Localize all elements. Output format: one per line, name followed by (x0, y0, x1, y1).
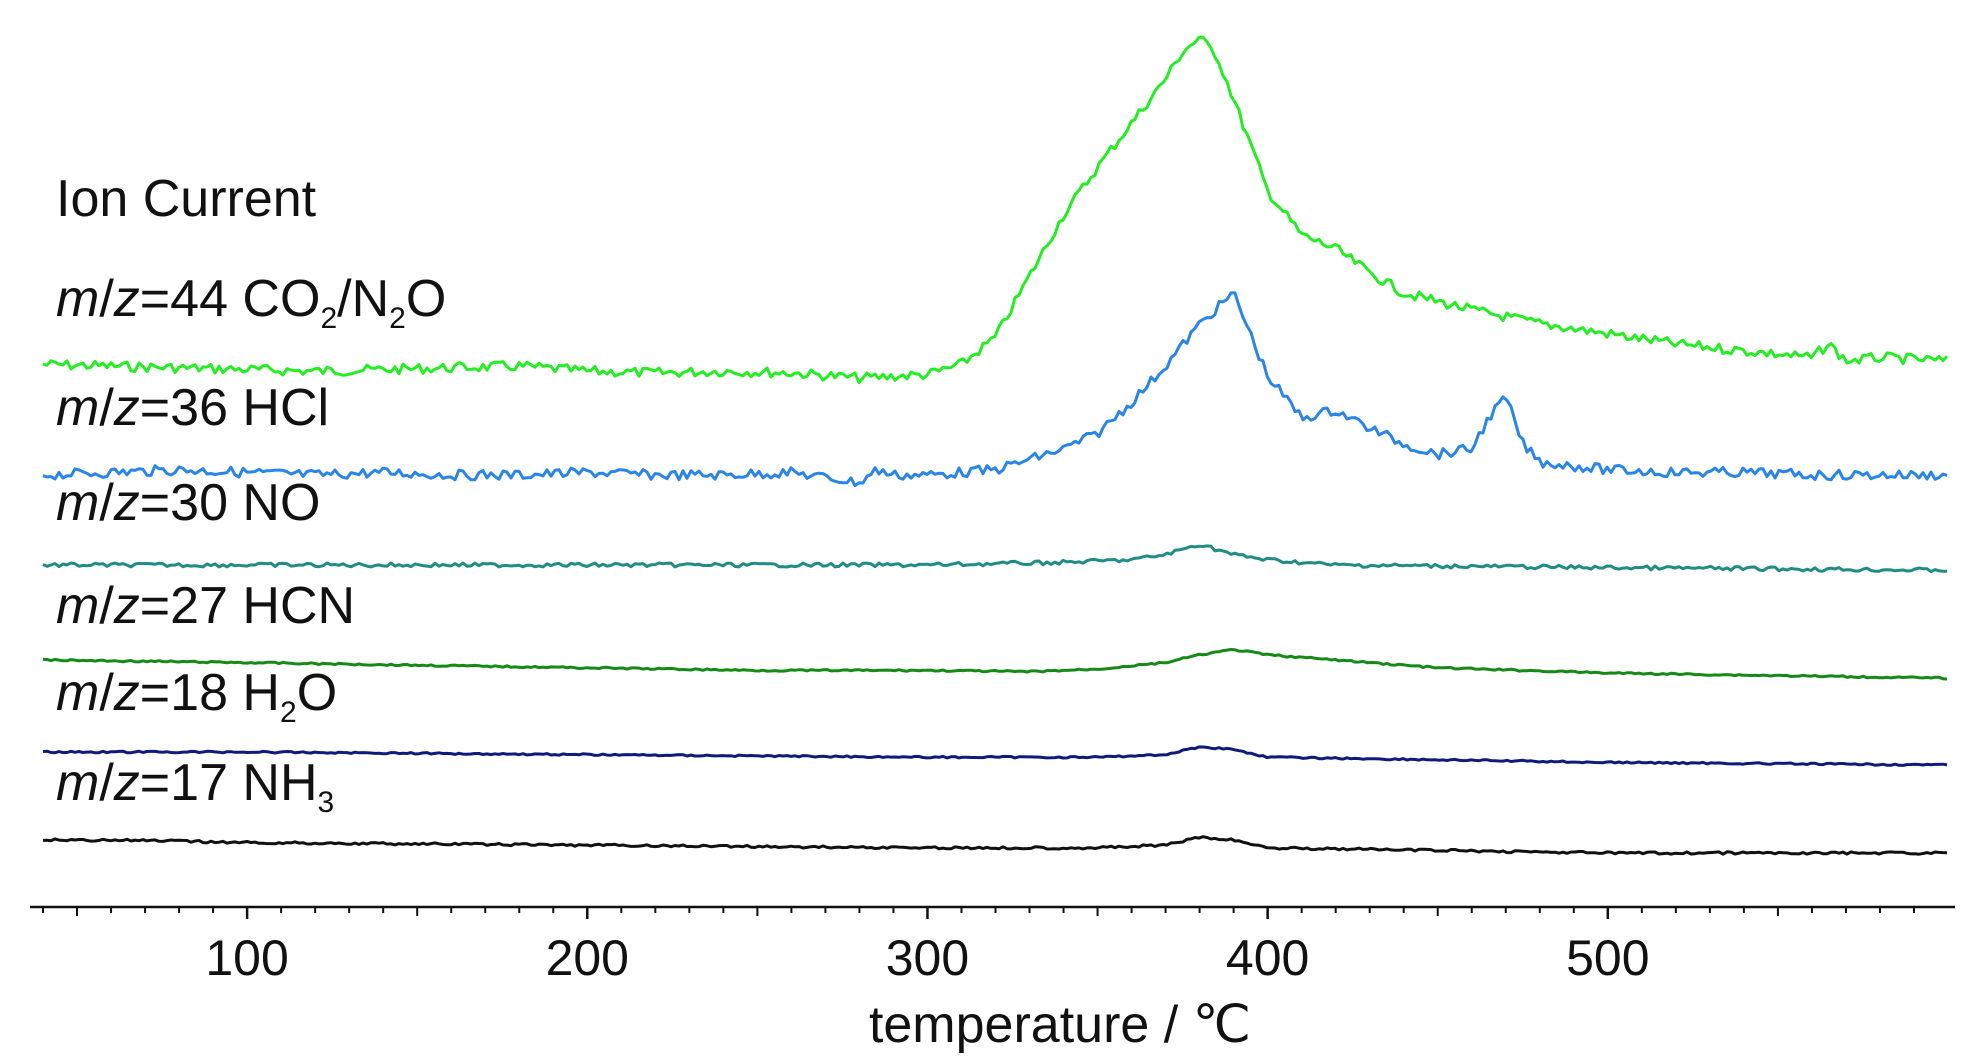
series-label-2: m/z=30 NO (56, 474, 320, 532)
x-tick-label-400: 400 (1226, 930, 1309, 986)
series-line-5 (42, 835, 1948, 856)
x-tick-label-100: 100 (205, 930, 288, 986)
series-label-0: m/z=44 CO2/N2O (56, 270, 446, 335)
y-axis-title: Ion Current (56, 170, 317, 228)
series-label-3: m/z=27 HCN (56, 577, 355, 635)
series-line-0 (42, 35, 1949, 385)
series-line-3 (42, 648, 1948, 681)
series-label-4: m/z=18 H2O (56, 664, 337, 729)
series-line-4 (42, 745, 1948, 767)
x-tick-label-200: 200 (546, 930, 629, 986)
series-label-5: m/z=17 NH3 (56, 754, 334, 819)
series-line-2 (42, 544, 1947, 574)
x-tick-label-300: 300 (886, 930, 969, 986)
series-label-1: m/z=36 HCl (56, 379, 329, 437)
series-line-1 (42, 291, 1948, 488)
x-axis-title: temperature / ℃ (869, 996, 1251, 1054)
x-axis-ticks: 100 200 300 400 500 (42, 907, 1915, 986)
series-layer (42, 35, 1949, 856)
series-labels: m/z=44 CO2/N2O m/z=36 HCl m/z=30 NO m/z=27 … (56, 270, 446, 819)
x-tick-label-500: 500 (1566, 930, 1649, 986)
